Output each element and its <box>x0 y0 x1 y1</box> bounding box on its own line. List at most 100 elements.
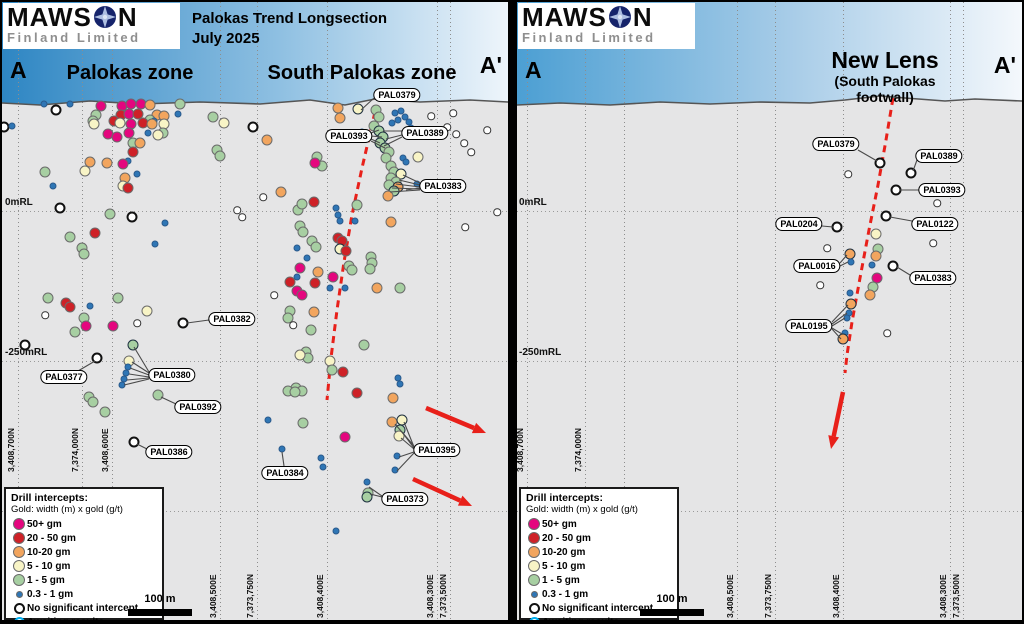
intercept-dot <box>388 119 396 127</box>
legend-item-label: No significant intercept <box>542 603 654 615</box>
intercept-dot <box>64 231 76 243</box>
intercept-dot <box>870 250 882 262</box>
intercept-dot <box>449 109 457 117</box>
legend-box: Drill intercepts: Gold: width (m) x gold … <box>4 487 164 620</box>
legend-swatch-circle <box>528 617 540 620</box>
intercept-dot <box>364 263 376 275</box>
legend-title: Drill intercepts: <box>526 492 604 504</box>
intercept-dot <box>69 326 81 338</box>
intercept-dot <box>831 221 843 233</box>
drill-hole-label-pal0373: PAL0373 <box>381 492 429 506</box>
legend-swatch <box>11 518 27 531</box>
legend-item-label: 50+ gm <box>542 518 577 530</box>
drill-hole-label-pal0384: PAL0384 <box>261 466 309 480</box>
legend-item-label: 20 - 50 gm <box>542 532 591 544</box>
intercept-dot <box>870 228 882 240</box>
intercept-dot <box>310 241 322 253</box>
legend-swatch <box>526 574 542 587</box>
legend-item-label: 10-20 gm <box>27 546 71 558</box>
intercept-dot <box>101 157 113 169</box>
intercept-dot <box>86 302 94 310</box>
intercept-dot <box>289 321 297 329</box>
drill-hole-label-pal0379: PAL0379 <box>373 88 421 102</box>
legend-item: 1 - 5 gm <box>11 573 157 587</box>
intercept-dot <box>19 339 31 351</box>
compass-icon <box>608 6 631 28</box>
intercept-dot <box>308 306 320 318</box>
gridline-vertical <box>527 2 528 620</box>
intercept-dot <box>401 113 409 121</box>
intercept-dot <box>296 198 308 210</box>
intercept-dot <box>84 156 96 168</box>
drill-hole-label-pal0195: PAL0195 <box>785 319 833 333</box>
intercept-dot <box>261 134 273 146</box>
section-marker-a: A <box>525 57 542 83</box>
rl-gridline <box>2 211 508 212</box>
gridline-vertical <box>963 2 964 620</box>
intercept-dot <box>8 122 16 130</box>
intercept-dot <box>844 170 852 178</box>
legend-item-label: 5 - 10 gm <box>27 560 71 572</box>
section-marker-a: A <box>10 57 27 83</box>
intercept-dot <box>127 146 139 158</box>
legend-item-label: Awaiting results <box>542 617 619 620</box>
intercept-dot <box>387 392 399 404</box>
intercept-dot <box>284 276 296 288</box>
intercept-dot <box>334 112 346 124</box>
intercept-dot <box>151 240 159 248</box>
new-lens-subtitle: (South Palokas footwall) <box>834 73 936 106</box>
legend-swatch-circle <box>13 518 25 531</box>
figure-title-line1: Palokas Trend Longsection <box>192 10 388 27</box>
intercept-dot <box>847 258 855 266</box>
longsection-panel-new-lens: 3,408,700N7,374,000N3,408,600E3,408,500E… <box>517 2 1022 620</box>
intercept-dot <box>133 170 141 178</box>
intercept-dot <box>452 130 460 138</box>
intercept-dot <box>391 466 399 474</box>
intercept-dot <box>361 491 373 503</box>
figure-title-line2: July 2025 <box>192 30 260 48</box>
logo-text-end: N <box>117 2 138 32</box>
intercept-dot <box>339 431 351 443</box>
legend-swatch-circle <box>528 532 540 545</box>
intercept-dot <box>144 129 152 137</box>
longsection-panel-palokas: 3,408,700N 7,374,000N 3,408,600E 3,408,500E… <box>2 2 508 620</box>
intercept-dot <box>332 527 340 535</box>
intercept-dot <box>128 436 140 448</box>
intercept-dot <box>64 301 76 313</box>
scalebar <box>640 609 704 616</box>
legend-item: No significant intercept <box>11 602 157 616</box>
legend-swatch <box>11 532 27 545</box>
intercept-dot <box>467 148 475 156</box>
gridline-vertical <box>775 2 776 620</box>
intercept-dot <box>326 284 334 292</box>
intercept-dot <box>152 129 164 141</box>
intercept-dot <box>146 118 158 130</box>
intercept-dot <box>80 320 92 332</box>
intercept-dot <box>118 381 126 389</box>
logo-subtitle: Finland Limited <box>522 30 656 45</box>
intercept-dot <box>397 107 405 115</box>
drill-hole-label-pal0380: PAL0380 <box>148 368 196 382</box>
legend-swatch-circle <box>13 546 25 559</box>
intercept-dot <box>363 478 371 486</box>
intercept-dot <box>214 150 226 162</box>
legend-item-label: 0.3 - 1 gm <box>542 589 589 601</box>
drill-hole-label-pal0393: PAL0393 <box>325 129 373 143</box>
intercept-dot <box>846 289 854 297</box>
intercept-dot <box>823 244 831 252</box>
intercept-dot <box>351 387 363 399</box>
intercept-dot <box>294 349 306 361</box>
intercept-dot <box>297 417 309 429</box>
intercept-dot <box>174 98 186 110</box>
intercept-dot <box>294 262 306 274</box>
legend-item: No significant intercept <box>526 602 672 616</box>
legend-swatch <box>11 574 27 587</box>
legend-item: 10-20 gm <box>11 545 157 559</box>
zone-label-new-lens: New Lens (South Palokas footwall) <box>817 47 954 106</box>
zone-label-palokas: Palokas zone <box>66 62 194 84</box>
rl-label: 0mRL <box>5 197 33 208</box>
intercept-dot <box>305 324 317 336</box>
intercept-dot <box>394 282 406 294</box>
intercept-dot <box>385 216 397 228</box>
intercept-dot <box>114 117 126 129</box>
